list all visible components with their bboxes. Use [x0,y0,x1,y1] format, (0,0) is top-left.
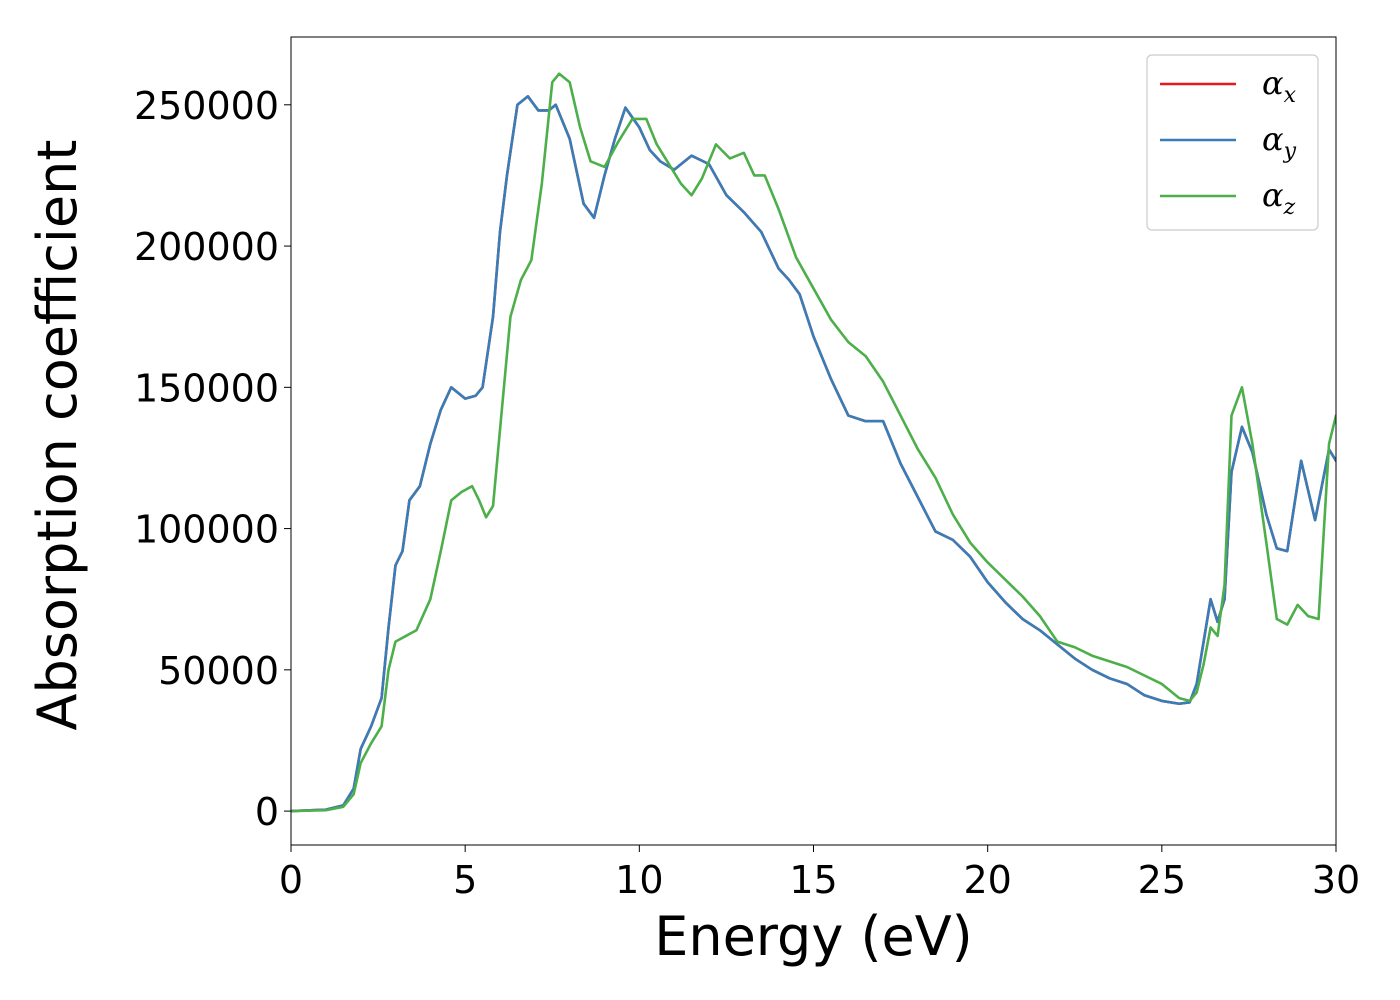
legend-label-y: αy [1262,120,1297,164]
series-line-y [291,95,1336,813]
y-tick-label: 250000 [134,84,279,128]
legend-label-z: αz [1262,176,1296,220]
x-tick-label: 25 [1138,858,1186,902]
legend-label-x: αx [1262,64,1297,108]
x-tick-label: 0 [279,858,303,902]
y-axis-title: Absorption coefficient [26,140,89,731]
x-tick-label: 10 [615,858,663,902]
ticks-layer: 0 5 10 15 20 25 30 0 50000 100000 150000 200000 2500… [134,84,1360,902]
legend-box [1146,54,1319,231]
y-tick-label: 0 [255,790,279,834]
y-tick-label: 50000 [158,649,279,693]
x-axis-title: Energy (eV) [654,905,973,968]
y-tick-label: 200000 [134,225,279,269]
series-line-z [291,72,1336,813]
x-tick-label: 20 [963,858,1011,902]
legend: αx αy αz [1146,54,1319,231]
x-tick-label: 30 [1312,858,1360,902]
y-tick-label: 150000 [134,366,279,410]
series-layer [291,72,1336,813]
x-tick-label: 5 [453,858,477,902]
y-tick-label: 100000 [134,508,279,552]
x-tick-label: 15 [789,858,837,902]
